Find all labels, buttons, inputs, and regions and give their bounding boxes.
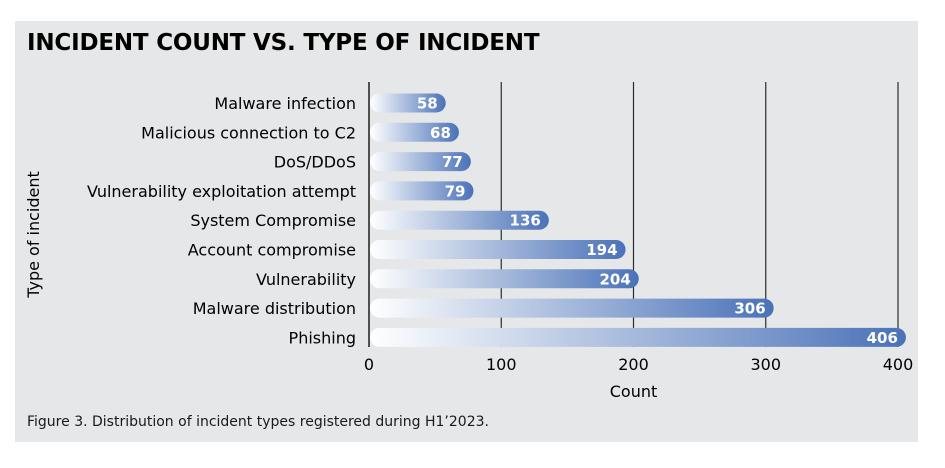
bar-group: 77	[370, 152, 471, 172]
category-label: Malicious connection to C2	[141, 123, 356, 142]
category-label: Account compromise	[188, 241, 356, 260]
bar-chart: 58 68 77 79 136 194 204 306 406 Malware infectio…	[24, 82, 913, 401]
category-label: Malware distribution	[193, 299, 356, 318]
bar-value-label: 136	[510, 212, 541, 230]
bar-value-label: 406	[867, 329, 898, 347]
bar-group: 306	[370, 298, 774, 318]
bar	[370, 181, 474, 201]
bar-value-label: 79	[445, 182, 466, 200]
bar-group: 68	[370, 122, 459, 142]
category-label: Vulnerability	[256, 270, 356, 289]
bars: 58 68 77 79 136 194 204 306 406	[370, 93, 906, 347]
x-tick-label: 400	[883, 355, 914, 374]
bar	[370, 269, 639, 289]
bar	[370, 298, 774, 318]
category-label: Vulnerability exploitation attempt	[87, 182, 356, 201]
bar-group: 79	[370, 181, 474, 201]
bar	[370, 240, 626, 259]
bar-value-label: 194	[586, 241, 617, 259]
x-tick-label: 100	[486, 355, 517, 374]
bar-value-label: 306	[734, 300, 765, 318]
bar-group: 204	[370, 269, 639, 289]
bar-value-label: 68	[430, 124, 451, 142]
y-axis-title: Type of incident	[24, 171, 43, 299]
bar	[370, 122, 459, 142]
bar	[370, 327, 906, 347]
x-tick-label: 0	[364, 355, 374, 374]
category-label: System Compromise	[190, 211, 356, 230]
x-tick-label: 300	[750, 355, 781, 374]
bar	[370, 152, 471, 172]
x-tick-labels: 0 100 200 300 400	[364, 355, 913, 374]
category-label: Phishing	[289, 328, 356, 347]
bar	[370, 93, 446, 113]
bar-group: 58	[370, 93, 446, 113]
x-axis-title: Count	[610, 382, 658, 401]
category-label: DoS/DDoS	[274, 153, 356, 172]
x-tick-label: 200	[618, 355, 649, 374]
bar	[370, 210, 549, 230]
chart-panel: INCIDENT COUNT VS. TYPE OF INCIDENT 58 68…	[15, 21, 918, 442]
category-labels: Malware infection Malicious connection to…	[87, 94, 356, 347]
figure-caption: Figure 3. Distribution of incident types…	[27, 414, 489, 430]
bar-value-label: 58	[417, 95, 438, 113]
bar-value-label: 204	[599, 270, 630, 288]
bar-group: 194	[370, 240, 626, 259]
chart-title: INCIDENT COUNT VS. TYPE OF INCIDENT	[27, 30, 540, 56]
bar-value-label: 77	[442, 153, 463, 171]
category-label: Malware infection	[214, 94, 356, 113]
bar-group: 136	[370, 210, 549, 230]
bar-group: 406	[370, 327, 906, 347]
